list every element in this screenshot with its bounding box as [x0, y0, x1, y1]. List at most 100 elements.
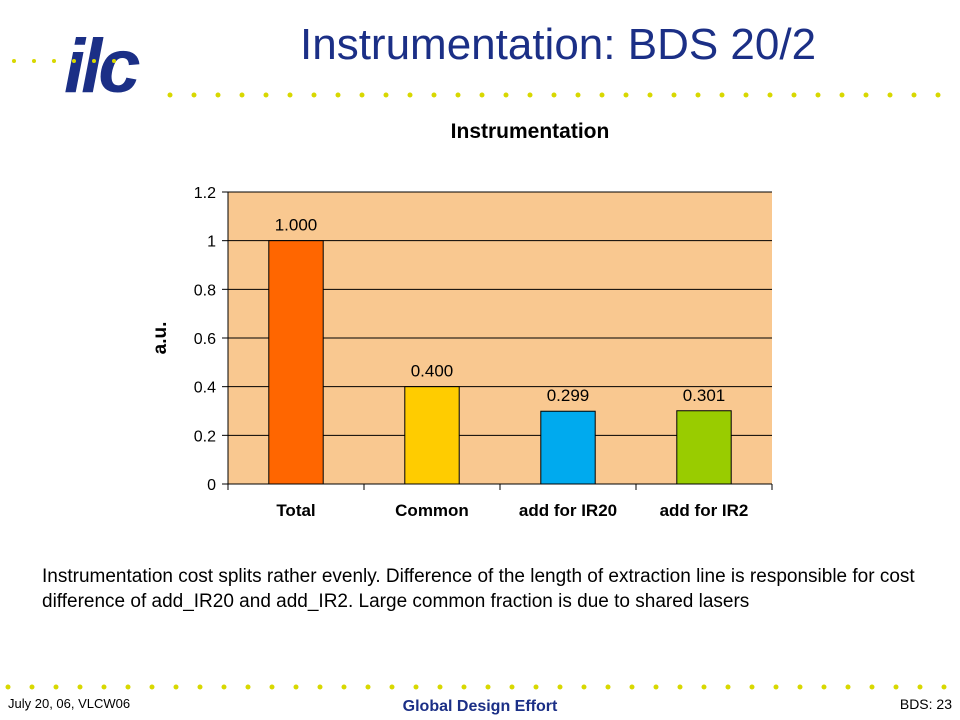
decorative-dot	[317, 684, 323, 690]
y-axis-title: a.u.	[150, 322, 171, 355]
decorative-dot	[887, 92, 893, 98]
decorative-dot	[509, 684, 515, 690]
decorative-dot	[479, 92, 485, 98]
decorative-dot	[5, 684, 11, 690]
decorative-dot	[263, 92, 269, 98]
value-label: 0.299	[547, 386, 590, 405]
decorative-dot	[845, 684, 851, 690]
decorative-dot	[671, 92, 677, 98]
ilc-logo: ilc	[64, 24, 144, 102]
x-category-label: Total	[276, 501, 315, 520]
y-tick-labels: 0 0.2 0.4 0.6 0.8 1 1.2	[194, 185, 216, 494]
axes	[222, 191, 773, 490]
decorative-dot	[893, 684, 899, 690]
decorative-dot	[365, 684, 371, 690]
decorative-dot	[101, 684, 107, 690]
y-tick-label: 1.2	[194, 185, 216, 202]
decorative-dot	[239, 92, 245, 98]
decorative-dot	[797, 684, 803, 690]
decorative-dot	[221, 684, 227, 690]
decorative-dot	[815, 92, 821, 98]
decorative-dots-bottom	[5, 684, 947, 690]
decorative-dot	[767, 92, 773, 98]
decorative-dot	[293, 684, 299, 690]
bar-chart: Instrumentation 0 0.2 0.4 0.6 0.8 1 1.2 Total C…	[130, 112, 810, 542]
decorative-dot	[773, 684, 779, 690]
value-label: 0.301	[683, 386, 726, 405]
decorative-dot	[821, 684, 827, 690]
decorative-dots-top	[167, 92, 941, 98]
decorative-dot	[341, 684, 347, 690]
decorative-dot	[77, 684, 83, 690]
decorative-dot	[557, 684, 563, 690]
slide-title: Instrumentation: BDS 20/2	[300, 20, 817, 69]
decorative-dot	[437, 684, 443, 690]
decorative-dot	[839, 92, 845, 98]
y-tick-label: 0.4	[194, 380, 216, 397]
decorative-dot	[941, 684, 947, 690]
x-category-label: Common	[395, 501, 469, 520]
decorative-dot	[29, 684, 35, 690]
decorative-dot	[575, 92, 581, 98]
decorative-dot	[533, 684, 539, 690]
y-tick-label: 0.2	[194, 428, 216, 445]
value-label: 1.000	[275, 216, 318, 235]
value-label: 0.400	[411, 362, 454, 381]
decorative-dot	[581, 684, 587, 690]
decorative-dot	[695, 92, 701, 98]
decorative-dot	[383, 92, 389, 98]
decorative-dot	[677, 684, 683, 690]
decorative-dot	[12, 59, 16, 63]
x-category-labels: Total Common add for IR20 add for IR2	[276, 501, 748, 520]
chart-title: Instrumentation	[451, 120, 610, 143]
y-tick-label: 0.6	[194, 331, 216, 348]
decorative-dot	[112, 59, 116, 63]
decorative-dot	[389, 684, 395, 690]
decorative-dot	[599, 92, 605, 98]
bars	[268, 240, 732, 485]
decorative-dot	[287, 92, 293, 98]
decorative-dot	[245, 684, 251, 690]
decorative-dot	[53, 684, 59, 690]
decorative-dot	[269, 684, 275, 690]
decorative-dot	[701, 684, 707, 690]
decorative-dot	[173, 684, 179, 690]
decorative-dot	[455, 92, 461, 98]
decorative-dot	[911, 92, 917, 98]
decorative-dot	[935, 92, 941, 98]
x-category-label: add for IR2	[660, 501, 749, 520]
decorative-dot	[869, 684, 875, 690]
bar-add-for-ir20	[540, 410, 596, 485]
value-labels: 1.000 0.400 0.299 0.301	[275, 216, 726, 406]
decorative-dot	[191, 92, 197, 98]
decorative-dot	[863, 92, 869, 98]
decorative-dot	[52, 59, 56, 63]
bar-total	[268, 240, 324, 485]
decorative-dot	[461, 684, 467, 690]
decorative-dot	[125, 684, 131, 690]
decorative-dot	[311, 92, 317, 98]
decorative-dot	[623, 92, 629, 98]
chart-svg: Instrumentation 0 0.2 0.4 0.6 0.8 1 1.2 Total C…	[150, 120, 773, 520]
decorative-dot	[32, 59, 36, 63]
decorative-dot	[725, 684, 731, 690]
decorative-dots-left	[12, 59, 116, 63]
decorative-dot	[149, 684, 155, 690]
decorative-dot	[551, 92, 557, 98]
decorative-dot	[407, 92, 413, 98]
decorative-dot	[167, 92, 173, 98]
decorative-dot	[503, 92, 509, 98]
decorative-dot	[917, 684, 923, 690]
decorative-dot	[431, 92, 437, 98]
decorative-dot	[653, 684, 659, 690]
slide-caption: Instrumentation cost splits rather evenl…	[42, 566, 915, 612]
decorative-dot	[413, 684, 419, 690]
decorative-dot	[527, 92, 533, 98]
decorative-dot	[743, 92, 749, 98]
bar-add-for-ir2	[676, 410, 732, 485]
decorative-dot	[647, 92, 653, 98]
decorative-dot	[335, 92, 341, 98]
footer-organization: Global Design Effort	[402, 698, 558, 715]
decorative-dot	[629, 684, 635, 690]
decorative-dot	[791, 92, 797, 98]
